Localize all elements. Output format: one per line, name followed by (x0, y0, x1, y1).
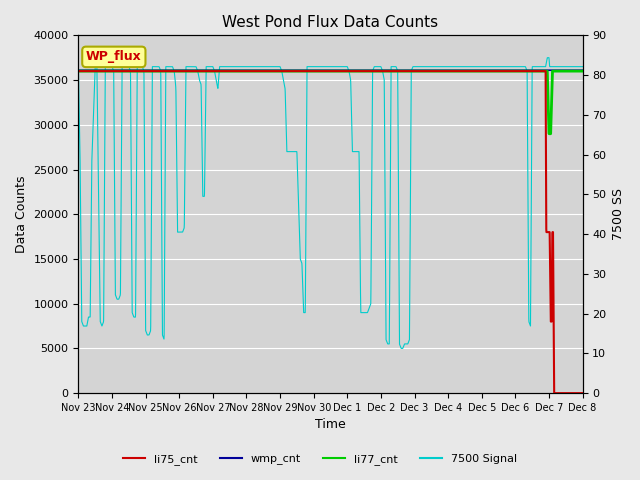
Y-axis label: 7500 SS: 7500 SS (612, 188, 625, 240)
Title: West Pond Flux Data Counts: West Pond Flux Data Counts (223, 15, 438, 30)
Legend: li75_cnt, wmp_cnt, li77_cnt, 7500 Signal: li75_cnt, wmp_cnt, li77_cnt, 7500 Signal (118, 450, 522, 469)
Y-axis label: Data Counts: Data Counts (15, 176, 28, 253)
X-axis label: Time: Time (315, 419, 346, 432)
Text: WP_flux: WP_flux (86, 50, 141, 63)
